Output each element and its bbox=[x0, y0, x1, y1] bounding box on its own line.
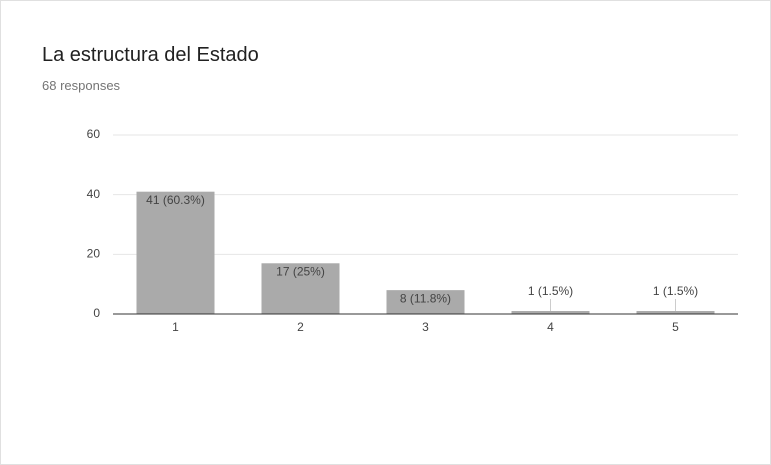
bar bbox=[136, 191, 215, 314]
y-tick-label: 20 bbox=[87, 247, 101, 261]
value-label: 41 (60.3%) bbox=[146, 193, 205, 207]
bar bbox=[261, 263, 340, 314]
chart-subtitle: 68 responses bbox=[42, 78, 121, 93]
bar bbox=[636, 311, 715, 314]
value-label: 17 (25%) bbox=[276, 264, 325, 278]
x-tick-label: 3 bbox=[422, 320, 429, 334]
chart-title: La estructura del Estado bbox=[42, 44, 259, 66]
value-label: 1 (1.5%) bbox=[653, 284, 698, 298]
x-tick-label: 2 bbox=[297, 320, 304, 334]
y-tick-label: 0 bbox=[93, 306, 100, 320]
x-tick-label: 4 bbox=[547, 320, 554, 334]
y-tick-label: 40 bbox=[87, 187, 101, 201]
value-label: 1 (1.5%) bbox=[528, 284, 573, 298]
value-label: 8 (11.8%) bbox=[400, 291, 451, 305]
x-tick-label: 5 bbox=[672, 320, 679, 334]
bar bbox=[511, 311, 590, 314]
bar bbox=[386, 290, 465, 314]
x-tick-label: 1 bbox=[172, 320, 179, 334]
y-tick-label: 60 bbox=[87, 127, 101, 141]
